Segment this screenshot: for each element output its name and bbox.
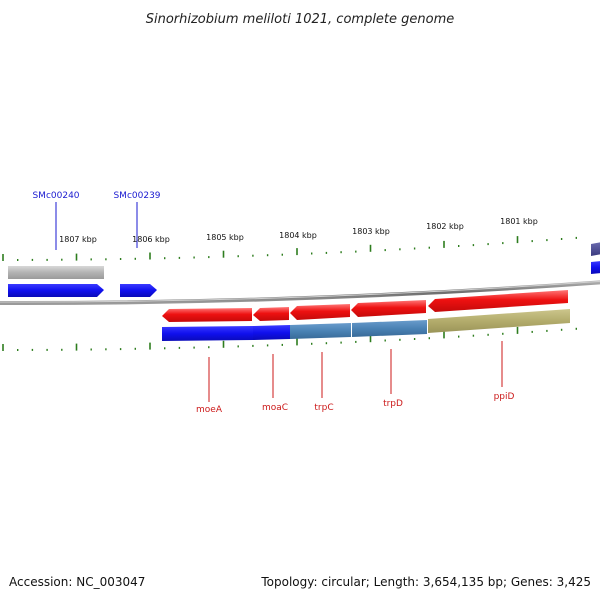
- scale-label-1806: 1806 kbp: [132, 235, 170, 244]
- outer-scale-ticks: [2, 236, 577, 261]
- gene-label-smc00240[interactable]: SMc00240: [32, 191, 79, 201]
- accession-text: Accession: NC_003047: [9, 575, 146, 589]
- top-gene-labels: SMc00240 SMc00239: [32, 191, 161, 250]
- scale-labels: 1807 kbp 1806 kbp 1805 kbp 1804 kbp 1803…: [59, 217, 538, 244]
- edge-gene[interactable]: [591, 261, 600, 274]
- cds-moaC[interactable]: [253, 325, 290, 340]
- genome-backbone: [0, 280, 600, 306]
- lower-feature-band: [162, 309, 570, 341]
- topology-text: Topology: circular; Length: 3,654,135 bp…: [261, 575, 591, 589]
- cds-ppiD[interactable]: [428, 309, 570, 333]
- gene-smc00239[interactable]: [120, 284, 157, 297]
- edge-feature-upper[interactable]: [591, 242, 600, 256]
- reverse-strand-genes: [162, 290, 568, 322]
- gene-label-moaC[interactable]: moaC: [262, 403, 288, 413]
- gene-label-moeA[interactable]: moeA: [196, 405, 223, 415]
- gene-label-trpD[interactable]: trpD: [383, 399, 403, 409]
- scale-label-1801: 1801 kbp: [500, 217, 538, 226]
- gene-ppiD[interactable]: [428, 290, 568, 312]
- cds-trpC[interactable]: [290, 323, 351, 339]
- gene-trpC[interactable]: [290, 304, 350, 320]
- scale-label-1803: 1803 kbp: [352, 227, 390, 236]
- gene-moaC[interactable]: [253, 307, 289, 321]
- gray-feature-smc00240[interactable]: [8, 266, 104, 279]
- gene-label-ppiD[interactable]: ppiD: [494, 392, 515, 402]
- gene-label-trpC[interactable]: trpC: [314, 403, 333, 413]
- gene-moeA[interactable]: [162, 308, 252, 322]
- scale-label-1807: 1807 kbp: [59, 235, 97, 244]
- cds-trpD[interactable]: [352, 320, 427, 337]
- gene-trpD[interactable]: [351, 300, 426, 317]
- gene-smc00240[interactable]: [8, 284, 104, 297]
- scale-label-1804: 1804 kbp: [279, 231, 317, 240]
- genome-backbone-highlight: [0, 280, 600, 303]
- gene-label-smc00239[interactable]: SMc00239: [113, 191, 160, 201]
- scale-label-1805: 1805 kbp: [206, 233, 244, 242]
- genome-title: Sinorhizobium meliloti 1021, complete ge…: [146, 12, 455, 27]
- scale-label-1802: 1802 kbp: [426, 222, 464, 231]
- bottom-gene-labels: moeA moaC trpC trpD ppiD: [196, 341, 514, 415]
- cds-moeA[interactable]: [162, 326, 253, 341]
- inner-scale-ticks: [2, 326, 577, 351]
